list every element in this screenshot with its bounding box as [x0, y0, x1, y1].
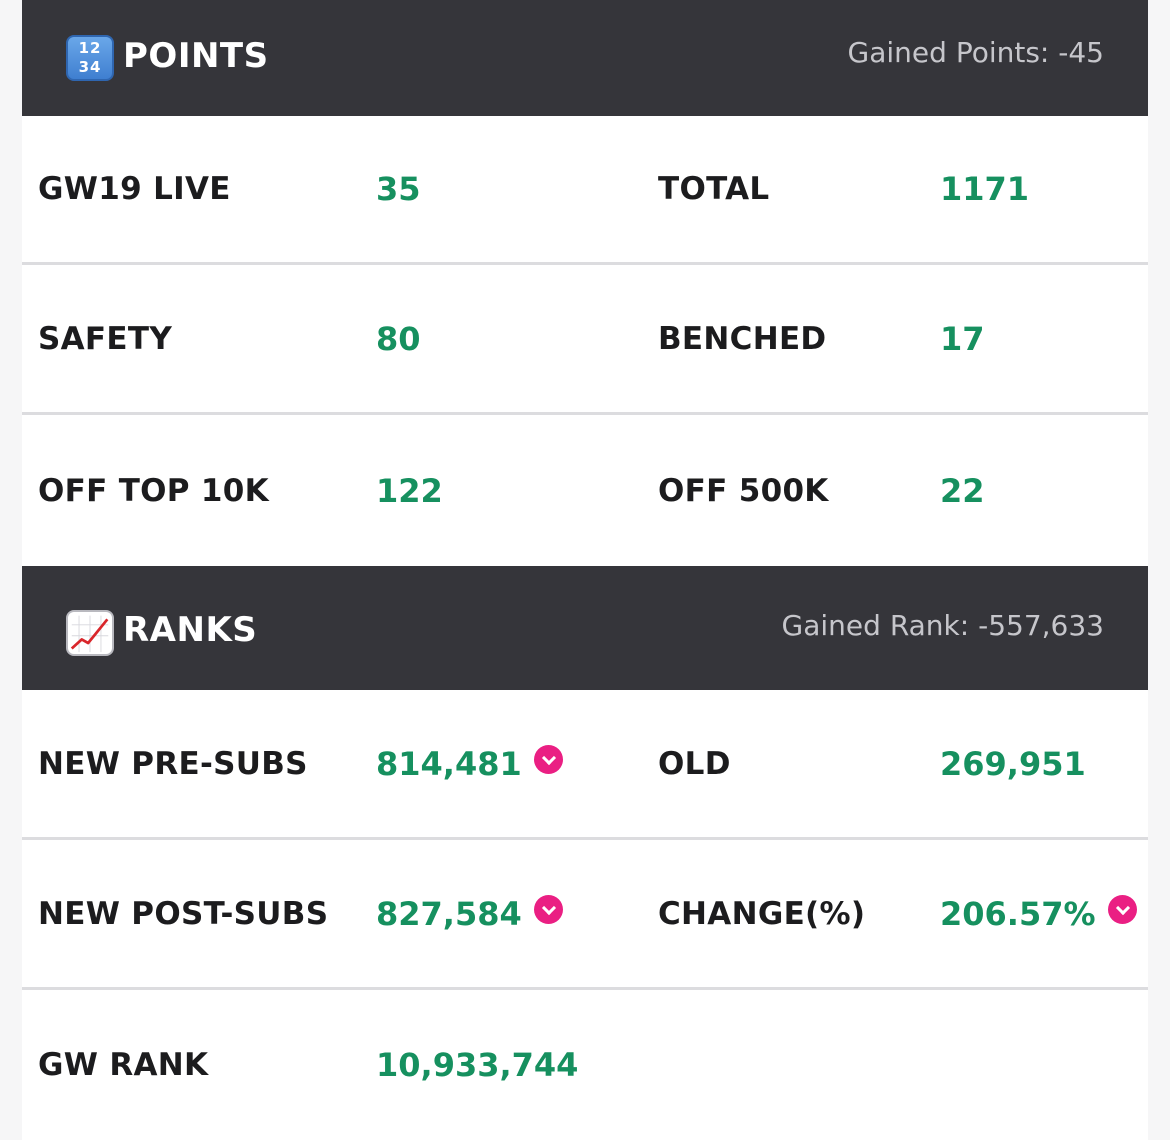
points-header: 12 34 POINTS Gained Points: -45: [22, 0, 1148, 116]
off-500k-value: 22: [940, 471, 985, 510]
points-title: POINTS: [123, 36, 269, 76]
old-value: 269,951: [940, 744, 1086, 783]
safety-value: 80: [376, 319, 421, 358]
change-percent-value-wrap: 206.57%: [940, 895, 1137, 933]
new-pre-subs-value: 814,481: [376, 744, 522, 783]
new-post-subs-value-wrap: 827,584: [376, 895, 563, 933]
change-percent-label: CHANGE(%): [658, 895, 866, 932]
off-top-10k-label: OFF TOP 10K: [38, 472, 269, 509]
gw-rank-value: 10,933,744: [376, 1046, 579, 1084]
rank-down-icon: [533, 745, 563, 774]
new-post-subs-label: NEW POST-SUBS: [38, 895, 329, 932]
keycap-top-digits: 12: [78, 39, 102, 57]
ranks-row-pre-subs: NEW PRE-SUBS 814,481 OLD 269,951: [22, 690, 1148, 840]
old-label: OLD: [658, 745, 731, 782]
new-pre-subs-label: NEW PRE-SUBS: [38, 745, 308, 782]
gw-rank-label: GW RANK: [38, 1047, 209, 1083]
points-row-off-top: OFF TOP 10K 122 OFF 500K 22: [22, 415, 1148, 566]
chart-increasing-icon: [66, 610, 114, 656]
points-row-gw-live: GW19 LIVE 35 TOTAL 1171: [22, 116, 1148, 265]
keycap-bottom-digits: 34: [78, 58, 102, 76]
gained-rank: Gained Rank: -557,633: [781, 609, 1104, 642]
gw-live-label: GW19 LIVE: [38, 171, 231, 207]
ranks-title: RANKS: [123, 610, 258, 650]
change-down-icon: [1107, 895, 1137, 924]
gw-live-value: 35: [376, 170, 421, 208]
benched-value: 17: [940, 319, 985, 358]
rank-down-icon: [533, 895, 563, 924]
total-label: TOTAL: [658, 171, 770, 207]
points-row-safety: SAFETY 80 BENCHED 17: [22, 265, 1148, 415]
new-post-subs-value: 827,584: [376, 894, 522, 933]
total-value: 1171: [940, 170, 1030, 208]
keycap-1234-icon: 12 34: [66, 35, 114, 81]
ranks-header: RANKS Gained Rank: -557,633: [22, 566, 1148, 690]
ranks-row-post-subs: NEW POST-SUBS 827,584 CHANGE(%) 206.57%: [22, 840, 1148, 990]
off-top-10k-value: 122: [376, 471, 443, 510]
benched-label: BENCHED: [658, 320, 827, 357]
stats-card: 12 34 POINTS Gained Points: -45 GW19 LIV…: [22, 0, 1148, 1140]
ranks-row-gw-rank: GW RANK 10,933,744: [22, 990, 1148, 1140]
change-percent-value: 206.57%: [940, 894, 1096, 933]
gained-points: Gained Points: -45: [847, 36, 1104, 69]
new-pre-subs-value-wrap: 814,481: [376, 745, 563, 783]
off-500k-label: OFF 500K: [658, 472, 829, 509]
safety-label: SAFETY: [38, 320, 173, 357]
